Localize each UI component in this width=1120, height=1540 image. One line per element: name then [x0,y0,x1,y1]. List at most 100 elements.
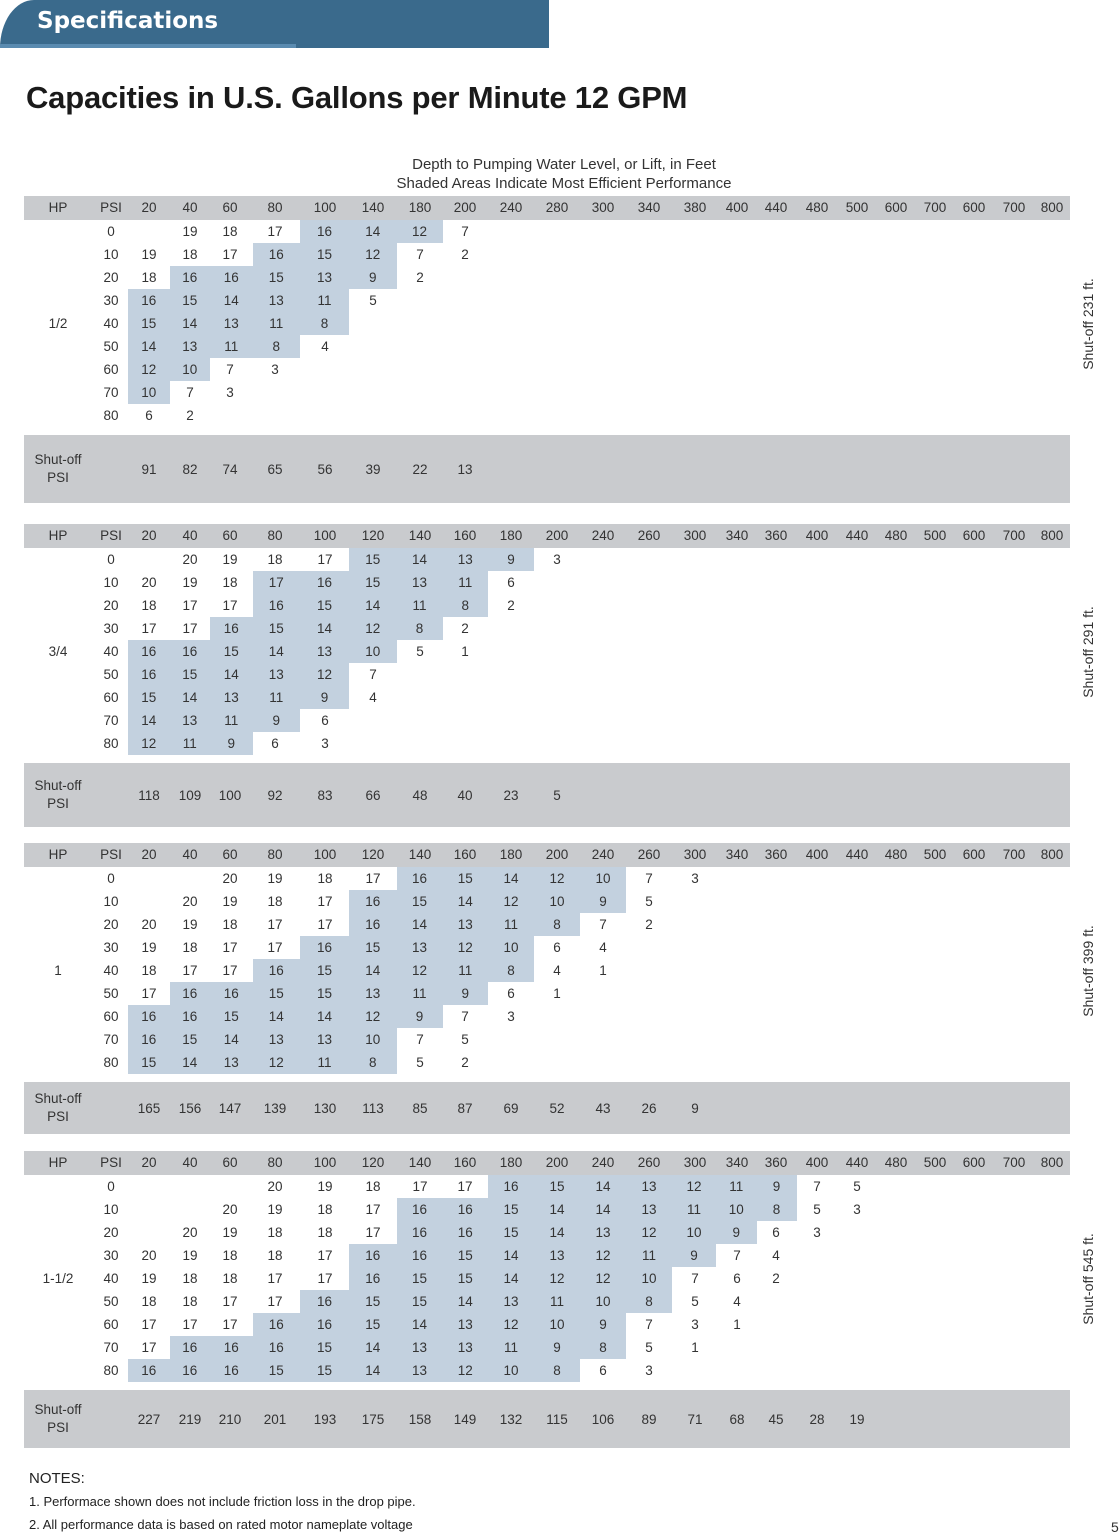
capacity-cell: 9 [300,686,349,709]
capacity-cell: 6 [271,736,279,751]
depth-column-header: 60 [222,528,238,543]
capacity-cell: 13 [580,1221,626,1244]
hp-rating: 3/4 [48,644,68,659]
capacity-cell: 16 [300,1290,349,1313]
capacity-cell: 13 [488,1290,534,1313]
capacity-cell: 17 [182,1317,198,1332]
capacity-cell: 14 [396,913,443,936]
capacity-cell: 5 [813,1202,821,1217]
capacity-cell: 3 [321,736,329,751]
capacity-cell: 3 [226,385,234,400]
capacity-cell: 15 [169,1028,210,1051]
capacity-cell: 16 [300,571,349,594]
capacity-cell: 17 [267,224,283,239]
capacity-cell: 12 [488,890,534,913]
capacity-cell: 9 [210,732,253,755]
shutoff-psi-value: 91 [141,462,157,477]
depth-column-header: 100 [313,847,337,862]
shutoff-psi-value: 165 [137,1101,161,1116]
capacity-cell: 15 [128,1051,170,1074]
capacity-cell: 20 [222,871,238,886]
depth-column-header: 80 [267,200,283,215]
capacity-table-1: HP PSI 20 40 60 80 100 120 140 160 180 200 240 260 300… [24,843,1070,1134]
shutoff-psi-value: 210 [218,1412,242,1427]
capacity-cell: 14 [488,867,534,890]
hp-column-header: HP [48,847,68,862]
capacity-cell: 18 [267,552,283,567]
capacity-cell: 9 [488,548,534,571]
page-title: Capacities in U.S. Gallons per Minute 12… [26,80,688,115]
depth-column-header: 60 [222,847,238,862]
hp-column-header: HP [48,528,68,543]
capacity-cell: 16 [349,1267,397,1290]
psi-value: 80 [103,1055,119,1070]
depth-column-header: 440 [845,847,869,862]
capacity-cell: 3 [645,1363,653,1378]
capacity-cell: 17 [141,986,157,1001]
capacity-cell: 3 [691,1317,699,1332]
capacity-cell: 20 [267,1179,283,1194]
capacity-cell: 4 [772,1248,780,1263]
capacity-cell: 1 [553,986,561,1001]
capacity-cell: 13 [442,548,488,571]
shutoff-psi-value: 26 [641,1101,657,1116]
capacity-cell: 20 [182,894,198,909]
depth-column-header: 800 [1040,200,1064,215]
psi-value: 0 [107,871,115,886]
depth-column-header: 200 [453,200,477,215]
capacity-cell: 11 [716,1175,757,1198]
capacity-cell: 14 [252,1005,300,1028]
capacity-cell: 15 [128,686,170,709]
depth-column-header: 600 [884,200,908,215]
capacity-cell: 16 [396,1221,443,1244]
capacity-table-1-2: HP PSI 20 40 60 80 100 140 180 200 240 280 300 340 380… [24,196,1070,503]
shutoff-psi-label-line2: PSI [47,796,69,811]
capacity-cell: 19 [182,575,198,590]
shutoff-psi-value: 201 [263,1412,287,1427]
depth-column-header: 800 [1040,1155,1064,1170]
capacity-cell: 13 [396,1336,443,1359]
capacity-cell: 13 [300,1028,349,1051]
capacity-cell: 4 [599,940,607,955]
capacity-cell: 17 [222,1294,238,1309]
capacity-cell: 7 [416,247,424,262]
capacity-cell [126,1221,172,1244]
capacity-cell: 20 [141,575,157,590]
capacity-cell: 13 [169,335,210,358]
capacity-cell: 18 [317,1202,333,1217]
capacity-cell: 13 [252,1028,300,1051]
capacity-cell: 11 [488,1336,534,1359]
capacity-cell: 14 [488,1244,534,1267]
capacity-cell: 4 [321,339,329,354]
depth-column-header: 280 [545,200,569,215]
shutoff-psi-value: 45 [768,1412,784,1427]
capacity-cell: 4 [733,1294,741,1309]
capacity-cell: 10 [580,1290,626,1313]
shutoff-psi-value: 219 [178,1412,202,1427]
depth-column-header: 300 [683,528,707,543]
capacity-cell: 19 [222,894,238,909]
capacity-cell: 17 [141,621,157,636]
capacity-cell: 19 [141,940,157,955]
table-caption-line1: Depth to Pumping Water Level, or Lift, i… [412,156,716,173]
capacity-table-3-4: HP PSI 20 40 60 80 100 120 140 160 180 200 240 260 300… [24,524,1070,827]
capacity-cell: 18 [267,1248,283,1263]
capacity-cell: 18 [141,963,157,978]
capacity-cell: 14 [534,1198,580,1221]
capacity-cell: 10 [580,867,626,890]
notes-title: NOTES: [29,1470,85,1487]
depth-column-header: 700 [1002,528,1026,543]
capacity-cell: 11 [396,594,443,617]
depth-column-header: 80 [267,847,283,862]
psi-value: 10 [103,247,119,262]
capacity-cell: 16 [210,1336,253,1359]
capacity-cell: 13 [626,1175,672,1198]
shutoff-psi-label: Shut-off PSI [23,451,93,487]
capacity-cell: 16 [169,982,210,1005]
capacity-cell: 1 [461,644,469,659]
shutoff-psi-value: 156 [178,1101,202,1116]
capacity-cell: 17 [252,571,300,594]
notes: NOTES: 1. Performace shown does not incl… [29,1468,416,1536]
depth-column-header: 80 [267,1155,283,1170]
depth-column-header: 40 [182,1155,198,1170]
